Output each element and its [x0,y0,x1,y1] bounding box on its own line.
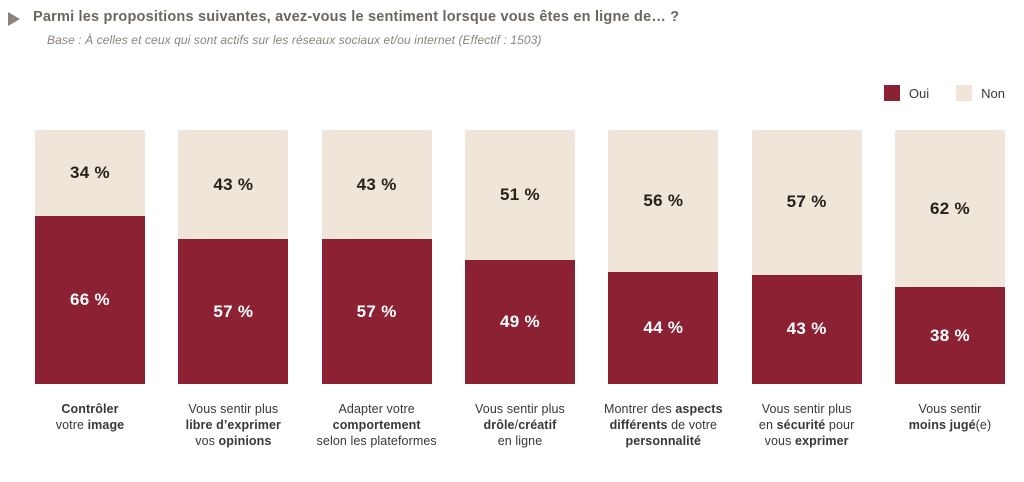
stacked-bar: 43 % 57 % [178,130,289,384]
title-row: Parmi les propositions suivantes, avez-v… [8,9,1008,26]
legend: Oui Non [883,85,1005,101]
value-label-non: 51 % [500,184,540,204]
legend-swatch-icon [883,85,900,101]
bar-column: 43 % 57 % Adapter votre comportement selon l… [317,130,437,448]
bar-column: 56 % 44 % Montrer des aspects différents de… [604,130,723,448]
category-label: Vous sentir plus en sécurité pour vous exp… [758,402,855,448]
bar-segment-non: 34 % [35,130,145,217]
category-label: Montrer des aspects différents de votre pe… [603,402,723,448]
bar-column: 34 % 66 % Contrôler votre image [35,130,145,432]
triangle-right-icon [8,12,20,26]
bar-column: 43 % 57 % Vous sentir plus libre d’exprimer… [178,130,289,448]
bar-segment-non: 57 % [751,130,862,275]
stacked-bar: 34 % 66 % [35,130,145,384]
stacked-bar: 51 % 49 % [464,130,575,384]
chart-header: Parmi les propositions suivantes, avez-v… [8,9,1008,47]
bar-segment-non: 43 % [321,130,432,240]
value-label-non: 43 % [356,174,397,194]
legend-item-non: Non [956,85,1005,101]
value-label-oui: 38 % [929,325,970,345]
value-label-non: 43 % [213,174,254,194]
value-label-non: 62 % [929,198,970,218]
value-label-oui: 44 % [643,318,684,338]
bar-segment-oui: 57 % [321,239,432,384]
stacked-bar: 43 % 57 % [321,130,432,384]
category-label: Adapter votre comportement selon les plate… [316,402,437,448]
stacked-bar: 62 % 38 % [894,130,1005,384]
value-label-oui: 57 % [356,301,397,321]
bar-segment-oui: 49 % [464,259,575,384]
category-label: Vous sentir plus drôle/créatif en ligne [475,402,565,448]
value-label-oui: 57 % [213,301,254,321]
bar-column: 62 % 38 % Vous sentir moins jugé(e) [894,130,1005,432]
bar-segment-oui: 38 % [894,287,1005,384]
bar-segment-non: 43 % [178,130,289,240]
stacked-bar: 56 % 44 % [608,130,719,384]
bar-segment-oui: 44 % [608,272,719,384]
value-label-non: 57 % [786,192,827,212]
chart-subtitle: Base : À celles et ceux qui sont actifs … [47,33,542,47]
bar-column: 51 % 49 % Vous sentir plus drôle/créatif en … [464,130,575,448]
legend-item-oui: Oui [883,85,930,101]
bar-segment-non: 62 % [894,130,1005,288]
bar-segment-oui: 66 % [35,216,145,384]
stacked-bar-chart: 34 % 66 % Contrôler votre image 43 % 57 % Vous… [35,130,1005,448]
legend-swatch-icon [956,85,973,101]
bar-column: 57 % 43 % Vous sentir plus en sécurité pour… [751,130,862,448]
bar-segment-non: 51 % [464,130,575,260]
value-label-oui: 43 % [786,319,827,339]
bar-segment-non: 56 % [608,130,719,273]
value-label-non: 34 % [70,163,110,183]
chart-title: Parmi les propositions suivantes, avez-v… [33,9,680,25]
bar-segment-oui: 57 % [178,239,289,384]
bar-segment-oui: 43 % [751,274,862,384]
value-label-non: 56 % [643,191,684,211]
category-label: Contrôler votre image [55,402,125,432]
stacked-bar: 57 % 43 % [751,130,862,384]
category-label: Vous sentir moins jugé(e) [908,402,992,432]
legend-label: Oui [908,85,930,101]
category-label: Vous sentir plus libre d’exprimer vos opin… [185,402,282,448]
value-label-oui: 66 % [70,290,110,310]
value-label-oui: 49 % [500,311,540,331]
legend-label: Non [981,85,1005,101]
